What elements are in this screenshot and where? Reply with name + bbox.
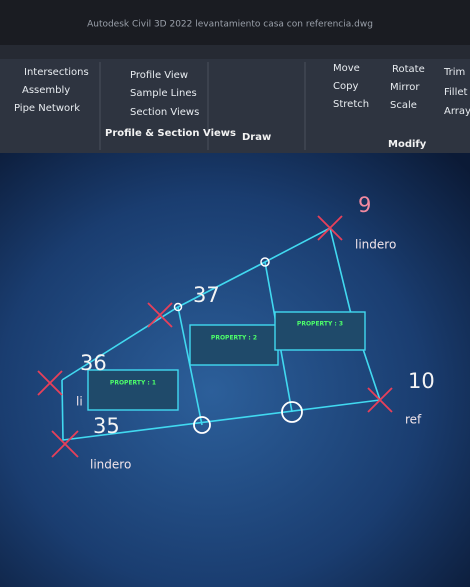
tab-row [0, 45, 470, 59]
parcel-label: PROPERTY : 1 [110, 380, 156, 387]
point-label: 36 [80, 351, 107, 375]
ribbon-button[interactable]: Section Views [130, 107, 199, 118]
ribbon-button[interactable]: Scale [390, 100, 417, 111]
ribbon-button[interactable]: Intersections [24, 67, 89, 78]
ribbon-button[interactable]: Trim [443, 67, 465, 78]
ribbon-button[interactable]: Mirror [390, 82, 420, 93]
point-label: 35 [93, 414, 120, 438]
panel-label: Profile & Section Views [105, 128, 236, 139]
point-label: 37 [193, 283, 220, 307]
panel-label[interactable]: Modify [388, 139, 427, 150]
ribbon-button[interactable]: Array [444, 106, 470, 117]
ribbon-button[interactable]: Stretch [333, 99, 369, 110]
annotation: ref [405, 413, 422, 427]
ribbon-button[interactable]: Rotate [392, 64, 425, 75]
annotation: li [76, 395, 83, 409]
ribbon-button[interactable]: Assembly [22, 85, 70, 96]
panel-label[interactable]: Draw [242, 132, 271, 143]
point-label: 10 [408, 369, 435, 393]
parcel-label: PROPERTY : 2 [211, 335, 257, 342]
screen: Autodesk Civil 3D 2022 levantamiento cas… [0, 0, 470, 587]
ribbon-button[interactable]: Profile View [130, 70, 188, 81]
ribbon-button[interactable]: Move [333, 63, 360, 74]
window-title: Autodesk Civil 3D 2022 levantamiento cas… [87, 20, 373, 30]
point-label: 9 [358, 193, 371, 217]
parcel-label: PROPERTY : 3 [297, 321, 343, 328]
ribbon-button[interactable]: Sample Lines [130, 88, 197, 99]
drawing-area [0, 153, 470, 587]
annotation: lindero [90, 458, 131, 472]
annotation: lindero [355, 238, 396, 252]
ribbon-button[interactable]: Fillet [444, 87, 468, 98]
ribbon-button[interactable]: Copy [333, 81, 358, 92]
ribbon-button[interactable]: Pipe Network [14, 103, 80, 114]
